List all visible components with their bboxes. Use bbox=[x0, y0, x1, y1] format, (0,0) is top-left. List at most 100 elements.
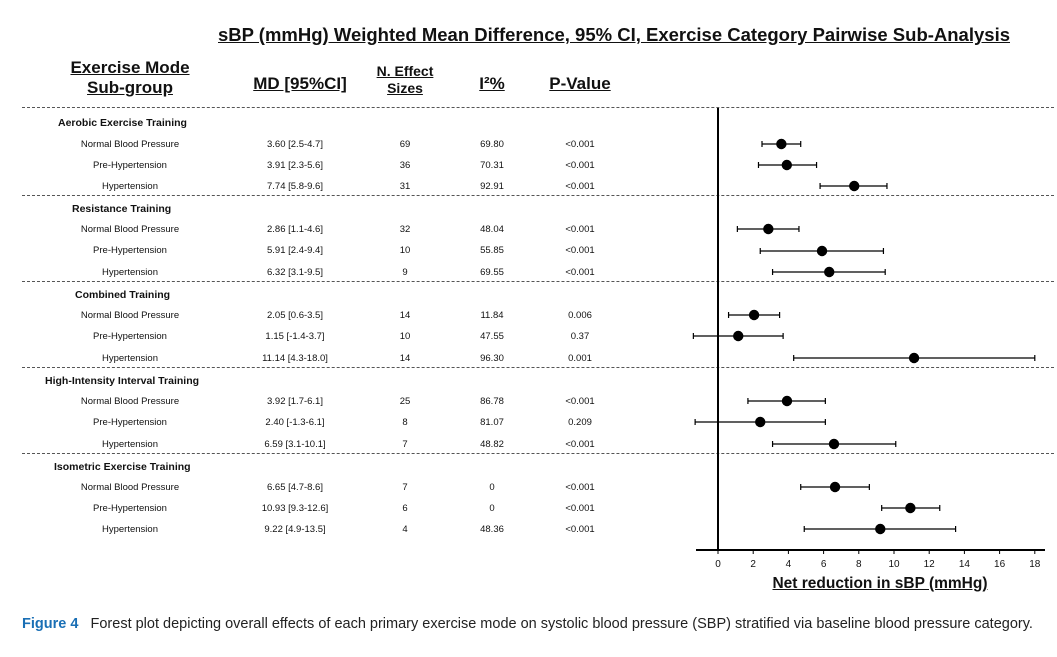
row-n: 4 bbox=[402, 524, 408, 535]
row-md: 6.59 [3.1-10.1] bbox=[264, 439, 326, 450]
header-subgroup-line2: Sub-group bbox=[87, 78, 173, 97]
separator-group-3 bbox=[22, 367, 1054, 368]
separator-header bbox=[22, 107, 1054, 108]
row-md: 3.91 [2.3-5.6] bbox=[267, 160, 323, 171]
row-label: Pre-Hypertension bbox=[93, 245, 167, 256]
row-p: <0.001 bbox=[565, 224, 595, 235]
row-label: Pre-Hypertension bbox=[93, 331, 167, 342]
effect-point bbox=[781, 159, 793, 171]
row-n: 7 bbox=[402, 482, 408, 493]
x-tick-label: 10 bbox=[888, 559, 900, 570]
row-i2: 55.85 bbox=[480, 245, 504, 256]
row-md: 6.65 [4.7-8.6] bbox=[267, 482, 323, 493]
row-p: <0.001 bbox=[565, 503, 595, 514]
header-n: N. Effect Sizes bbox=[360, 63, 450, 97]
row-label: Hypertension bbox=[102, 353, 158, 364]
row-md: 1.15 [-1.4-3.7] bbox=[265, 331, 325, 342]
group-title-resistance: Resistance Training bbox=[72, 203, 172, 215]
row-i2: 48.82 bbox=[480, 439, 504, 450]
x-tick-label: 8 bbox=[856, 559, 862, 570]
row-label: Normal Blood Pressure bbox=[80, 396, 180, 407]
x-tick-label: 16 bbox=[994, 559, 1006, 570]
row-label: Normal Blood Pressure bbox=[80, 224, 180, 235]
row-p: 0.209 bbox=[568, 417, 592, 428]
effect-point bbox=[755, 416, 766, 428]
row-label: Hypertension bbox=[102, 439, 158, 450]
row-p: <0.001 bbox=[565, 139, 595, 150]
row-p: 0.37 bbox=[570, 331, 590, 342]
row-i2: 47.55 bbox=[480, 331, 504, 342]
row-n: 36 bbox=[399, 160, 411, 171]
chart-title: sBP (mmHg) Weighted Mean Difference, 95%… bbox=[218, 24, 1010, 45]
effect-point bbox=[816, 245, 828, 257]
separator-group-4 bbox=[22, 453, 1054, 454]
row-md: 7.74 [5.8-9.6] bbox=[267, 181, 323, 192]
x-tick-label: 18 bbox=[1029, 559, 1041, 570]
effect-point bbox=[763, 223, 774, 235]
group-title-isometric: Isometric Exercise Training bbox=[54, 461, 191, 473]
row-i2: 96.30 bbox=[480, 353, 504, 364]
row-n: 32 bbox=[399, 224, 411, 235]
row-n: 31 bbox=[399, 181, 411, 192]
figure-label: Figure 4 bbox=[22, 616, 79, 632]
row-p: <0.001 bbox=[565, 439, 595, 450]
row-p: 0.001 bbox=[568, 353, 592, 364]
row-n: 69 bbox=[399, 139, 411, 150]
row-n: 25 bbox=[399, 396, 411, 407]
separator-group-1 bbox=[22, 195, 1054, 196]
row-n: 7 bbox=[402, 439, 408, 450]
effect-point bbox=[748, 309, 760, 321]
row-i2: 70.31 bbox=[480, 160, 504, 171]
effect-point bbox=[908, 352, 920, 364]
x-tick-label: 4 bbox=[786, 559, 792, 570]
row-label: Normal Blood Pressure bbox=[80, 310, 180, 321]
figure-caption: Figure 4 Forest plot depicting overall e… bbox=[22, 614, 1052, 635]
effect-point bbox=[849, 180, 860, 192]
effect-point bbox=[776, 138, 787, 150]
separator-group-2 bbox=[22, 281, 1054, 282]
row-label: Normal Blood Pressure bbox=[80, 139, 180, 150]
row-i2: 0 bbox=[489, 503, 495, 514]
row-i2: 81.07 bbox=[480, 417, 504, 428]
row-i2: 0 bbox=[489, 482, 495, 493]
row-i2: 69.55 bbox=[480, 267, 504, 278]
row-i2: 92.91 bbox=[480, 181, 504, 192]
header-n-line2: Sizes bbox=[387, 80, 423, 96]
row-n: 6 bbox=[402, 503, 408, 514]
row-label: Hypertension bbox=[102, 524, 158, 535]
row-md: 10.93 [9.3-12.6] bbox=[261, 503, 329, 514]
row-n: 9 bbox=[402, 267, 408, 278]
row-p: <0.001 bbox=[565, 181, 595, 192]
row-md: 3.92 [1.7-6.1] bbox=[267, 396, 323, 407]
forest-plot: 0 2 4 6 8 10 12 14 16 18 bbox=[692, 108, 1045, 570]
effect-point bbox=[824, 266, 835, 278]
x-axis-label: Net reduction in sBP (mmHg) bbox=[772, 575, 988, 592]
effect-point bbox=[905, 502, 916, 514]
row-md: 9.22 [4.9-13.5] bbox=[264, 524, 326, 535]
x-tick-label: 14 bbox=[959, 559, 971, 570]
group-title-aerobic: Aerobic Exercise Training bbox=[58, 117, 187, 129]
row-md: 2.40 [-1.3-6.1] bbox=[265, 417, 325, 428]
row-p: <0.001 bbox=[565, 524, 595, 535]
row-label: Normal Blood Pressure bbox=[80, 482, 180, 493]
row-p: 0.006 bbox=[568, 310, 592, 321]
row-i2: 86.78 bbox=[480, 396, 504, 407]
row-md: 3.60 [2.5-4.7] bbox=[267, 139, 323, 150]
row-i2: 69.80 bbox=[480, 139, 504, 150]
row-md: 2.86 [1.1-4.6] bbox=[267, 224, 323, 235]
row-md: 11.14 [4.3-18.0] bbox=[262, 353, 328, 364]
header-md: MD [95%CI] bbox=[253, 74, 347, 93]
row-i2: 11.84 bbox=[480, 310, 504, 321]
row-i2: 48.04 bbox=[480, 224, 504, 235]
group-title-combined: Combined Training bbox=[75, 289, 171, 301]
x-tick-label: 12 bbox=[924, 559, 936, 570]
row-n: 10 bbox=[399, 331, 411, 342]
row-label: Pre-Hypertension bbox=[93, 160, 167, 171]
row-label: Pre-Hypertension bbox=[93, 417, 167, 428]
row-p: <0.001 bbox=[565, 160, 595, 171]
x-tick-label: 0 bbox=[715, 559, 721, 570]
row-label: Hypertension bbox=[102, 181, 158, 192]
row-n: 14 bbox=[399, 353, 411, 364]
effect-point bbox=[875, 523, 886, 535]
header-subgroup-line1: Exercise Mode bbox=[70, 58, 190, 77]
